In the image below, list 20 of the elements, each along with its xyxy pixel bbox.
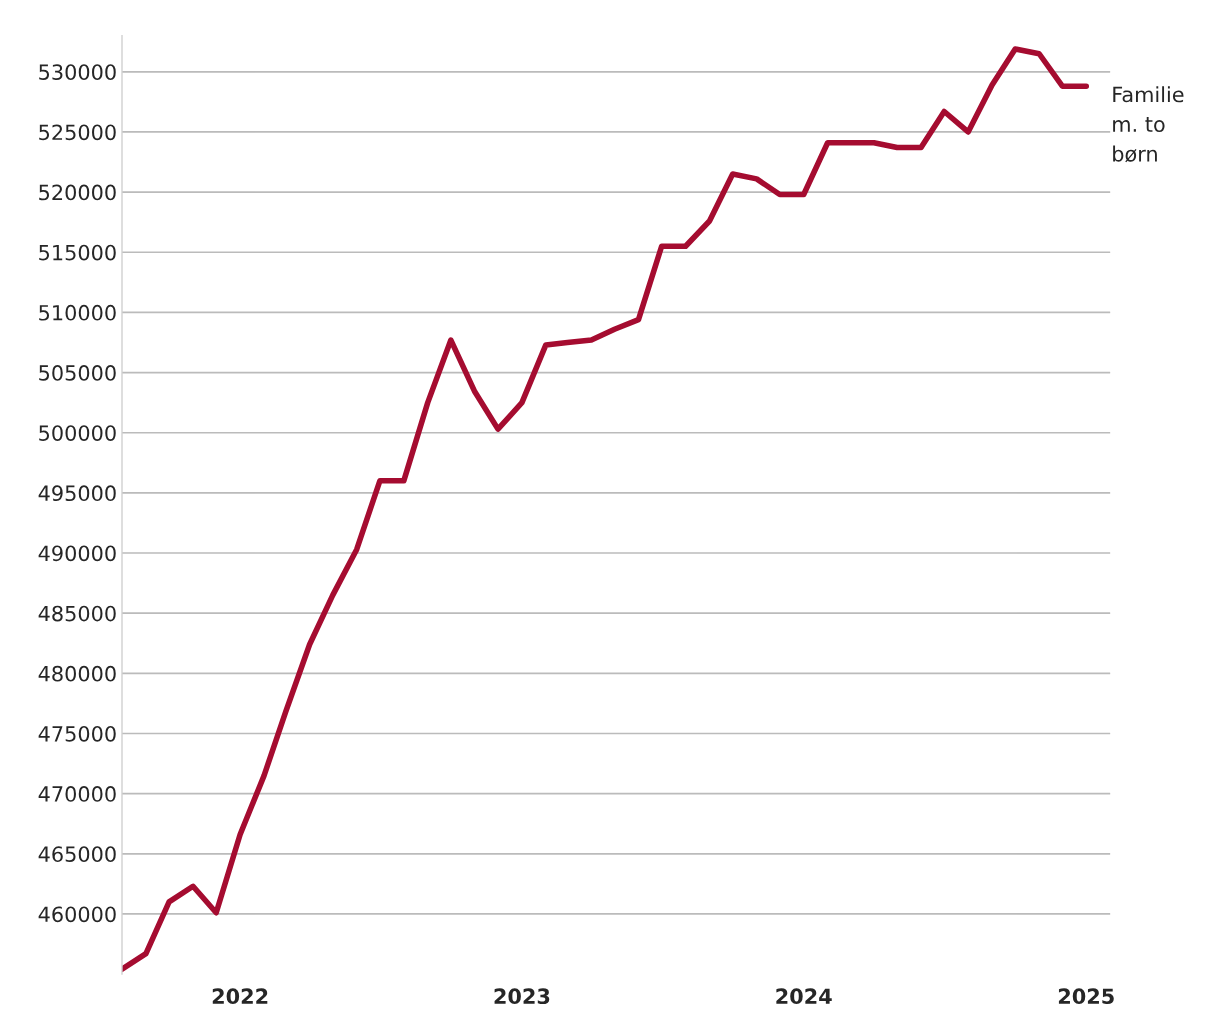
y-tick-label: 510000 [39, 304, 116, 321]
x-tick-label: 2025 [1058, 988, 1114, 1005]
y-tick-label: 495000 [38, 485, 116, 502]
y-tick-label: 525000 [39, 124, 116, 141]
x-tick-label: 2022 [212, 988, 268, 1005]
y-tick-label: 475000 [38, 725, 116, 742]
y-tick-label: 500000 [39, 425, 116, 441]
y-tick-label: 470000 [38, 786, 116, 802]
x-tick-label: 2024 [776, 988, 832, 1005]
y-tick-label: 485000 [38, 605, 116, 622]
y-tick-label: 465000 [38, 846, 116, 862]
y-tick-label: 515000 [39, 244, 116, 261]
y-tick-label: 490000 [38, 545, 116, 562]
y-tick-label: 505000 [39, 365, 116, 381]
y-tick-label: 460000 [38, 906, 116, 923]
series-label: Familie m. to børn [1113, 86, 1184, 163]
x-tick-label: 2023 [494, 988, 550, 1005]
y-tick-label: 530000 [39, 64, 116, 80]
y-tick-label: 520000 [39, 184, 116, 201]
y-tick-label: 480000 [38, 665, 116, 682]
